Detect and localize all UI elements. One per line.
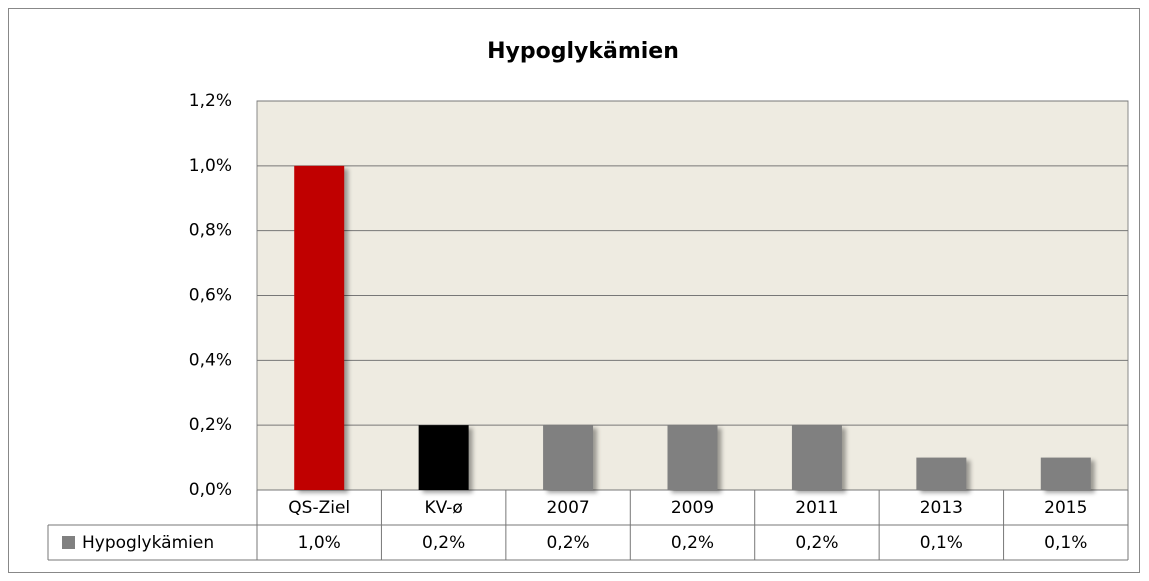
y-tick-label: 0,0% <box>189 480 232 500</box>
bar <box>543 425 594 490</box>
x-tick-label: QS-Ziel <box>288 498 350 518</box>
y-tick-label: 0,2% <box>189 415 232 435</box>
x-tick-label: 2013 <box>920 498 963 518</box>
y-tick-label: 0,4% <box>189 350 232 370</box>
table-value: 0,2% <box>422 533 465 553</box>
x-tick-label: KV-ø <box>424 498 462 518</box>
legend-label: Hypoglykämien <box>82 533 214 553</box>
bar <box>916 457 967 490</box>
table-value: 0,2% <box>546 533 589 553</box>
x-tick-label: 2009 <box>671 498 714 518</box>
chart-title: Hypoglykämien <box>487 39 679 64</box>
y-tick-label: 1,2% <box>189 91 232 111</box>
y-tick-label: 1,0% <box>189 156 232 176</box>
legend-swatch <box>62 536 75 549</box>
y-tick-label: 0,6% <box>189 286 232 306</box>
y-tick-label: 0,8% <box>189 221 232 241</box>
table-value: 0,2% <box>795 533 838 553</box>
bar <box>418 425 469 490</box>
x-tick-label: 2011 <box>795 498 838 518</box>
bar <box>667 425 718 490</box>
x-tick-label: 2007 <box>546 498 589 518</box>
table-value: 0,1% <box>920 533 963 553</box>
table-value: 0,2% <box>671 533 714 553</box>
table-value: 1,0% <box>298 533 341 553</box>
bar <box>791 425 842 490</box>
bar <box>1040 457 1091 490</box>
table-value: 0,1% <box>1044 533 1087 553</box>
bar <box>294 165 345 491</box>
x-tick-label: 2015 <box>1044 498 1087 518</box>
